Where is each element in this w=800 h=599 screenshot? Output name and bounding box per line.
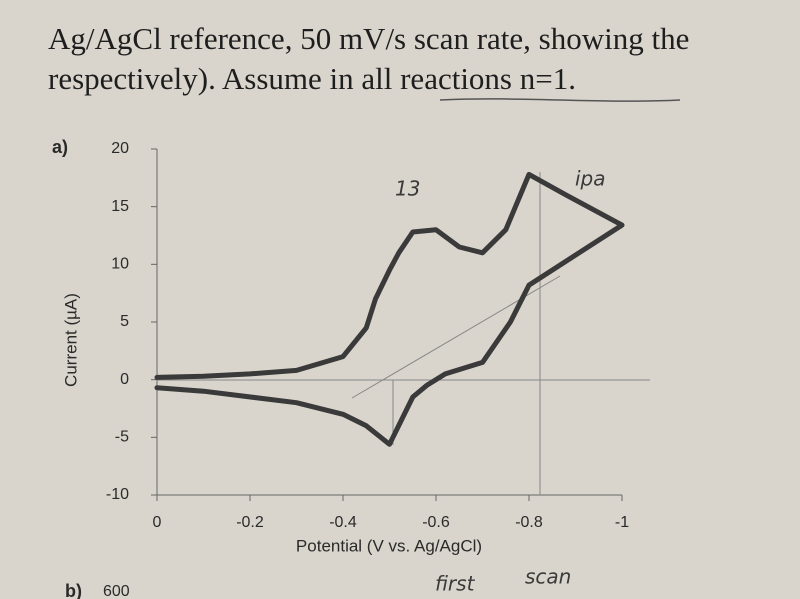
x-tick-label: -1 — [615, 514, 629, 531]
y-tick-label: 600 — [103, 583, 130, 599]
annotation: ipa — [575, 167, 606, 191]
x-tick-label: -0.6 — [422, 514, 450, 531]
header-line: Ag/AgCl reference, 50 mV/s scan rate, sh… — [48, 21, 689, 56]
y-axis-title: Current (µA) — [61, 293, 80, 387]
underline — [439, 98, 681, 102]
annotation: first — [435, 572, 476, 596]
y-tick-label: 20 — [111, 140, 129, 157]
y-tick-label: 10 — [111, 256, 129, 273]
x-tick-label: -0.8 — [515, 514, 543, 531]
y-tick-label: 5 — [120, 313, 129, 330]
panel-label: a) — [52, 137, 68, 157]
y-tick-label: 15 — [111, 198, 129, 215]
data-line — [154, 171, 625, 447]
panel-label: b) — [65, 581, 82, 599]
y-tick-label: -10 — [106, 486, 129, 503]
x-axis-title: Potential (V vs. Ag/AgCl) — [296, 536, 482, 555]
x-tick-label: -0.4 — [329, 514, 357, 531]
y-tick-label: -5 — [115, 429, 129, 446]
annotation: 13 — [395, 177, 420, 201]
x-tick-label: -0.2 — [236, 514, 264, 531]
header-line: respectively). Assume in all reactions n… — [48, 61, 576, 96]
annotation: scan — [525, 565, 571, 589]
x-tick-label: 0 — [153, 514, 162, 531]
y-tick-label: 0 — [120, 371, 129, 388]
